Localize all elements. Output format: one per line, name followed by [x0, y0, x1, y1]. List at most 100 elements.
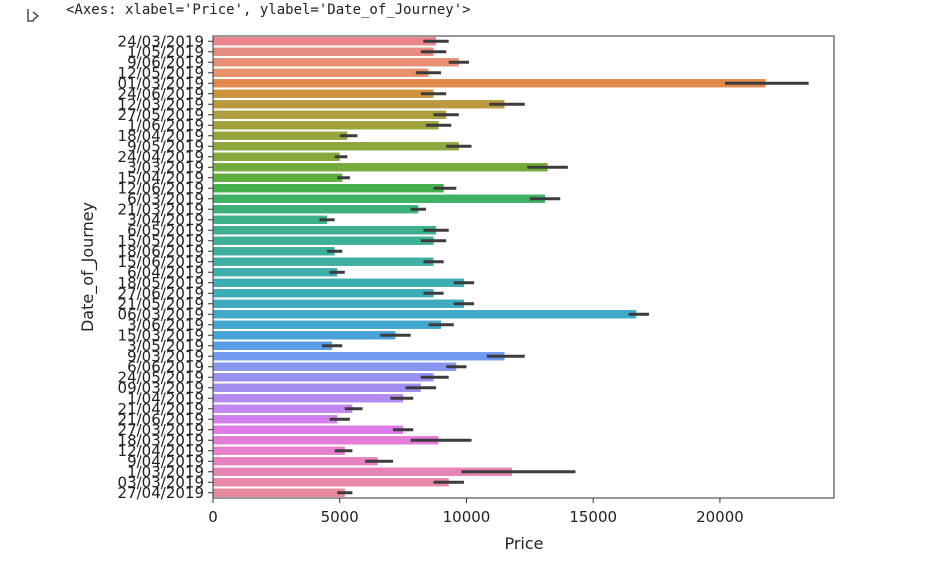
plot-frame: [212, 35, 835, 499]
bar: [213, 383, 421, 392]
x-tick-label: 5000: [321, 508, 359, 526]
bar: [213, 278, 464, 287]
bar: [213, 89, 434, 98]
bar: [213, 257, 434, 266]
bar: [213, 68, 429, 77]
bar: [213, 79, 766, 88]
y-axis-label: Date_of_Journey: [78, 202, 98, 332]
y-ticks: 24/03/20191/05/20199/06/201912/05/201901…: [118, 32, 213, 502]
y-tick-label: 27/03/2019: [118, 421, 204, 439]
bar: [213, 131, 348, 140]
bar: [213, 226, 437, 235]
y-tick-label: 9/04/2019: [127, 452, 204, 470]
bar: [213, 436, 439, 445]
output-arrow-icon[interactable]: [24, 6, 44, 26]
y-tick-label: 6/04/2019: [127, 263, 204, 281]
y-tick-label: 27/06/2019: [118, 284, 204, 302]
bar: [213, 268, 338, 277]
y-tick-label: 24/03/2019: [118, 32, 204, 50]
bar: [213, 425, 404, 434]
bar: [213, 404, 353, 413]
y-tick-label: 21/04/2019: [118, 400, 204, 418]
bar: [213, 415, 338, 424]
y-tick-label: 9/05/2019: [127, 137, 204, 155]
y-tick-label: 06/03/2019: [118, 305, 204, 323]
y-tick-label: 12/03/2019: [118, 95, 204, 113]
y-tick-label: 18/05/2019: [118, 274, 204, 292]
bar: [213, 341, 333, 350]
bar: [213, 457, 378, 466]
bar: [213, 163, 548, 172]
y-tick-label: 01/03/2019: [118, 74, 204, 92]
y-tick-label: 3/04/2019: [127, 211, 204, 229]
bar: [213, 215, 328, 224]
y-tick-label: 09/03/2019: [118, 379, 204, 397]
y-tick-label: 27/04/2019: [118, 484, 204, 502]
y-tick-label: 18/03/2019: [118, 431, 204, 449]
y-tick-label: 9/03/2019: [127, 347, 204, 365]
y-tick-label: 3/06/2019: [127, 316, 204, 334]
bar: [213, 488, 345, 497]
y-tick-label: 6/05/2019: [127, 221, 204, 239]
bar: [213, 152, 340, 161]
y-tick-label: 15/03/2019: [118, 326, 204, 344]
y-tick-label: 1/06/2019: [127, 116, 204, 134]
y-tick-label: 24/06/2019: [118, 85, 204, 103]
error-bars-layer: [319, 39, 809, 495]
y-tick-label: 9/06/2019: [127, 53, 204, 71]
y-tick-label: 1/04/2019: [127, 389, 204, 407]
bar: [213, 184, 444, 193]
bar: [213, 121, 439, 130]
y-tick-label: 3/05/2019: [127, 337, 204, 355]
bar: [213, 394, 404, 403]
y-tick-label: 1/03/2019: [127, 463, 204, 481]
bar: [213, 299, 464, 308]
y-tick-label: 3/03/2019: [127, 158, 204, 176]
x-tick-label: 0: [208, 508, 218, 526]
y-tick-label: 21/06/2019: [118, 410, 204, 428]
bar: [213, 205, 419, 214]
y-tick-label: 18/06/2019: [118, 242, 204, 260]
y-tick-label: 27/05/2019: [118, 106, 204, 124]
x-tick-label: 10000: [443, 508, 491, 526]
bar: [213, 58, 459, 67]
bar: [213, 173, 343, 182]
bar: [213, 142, 459, 151]
y-tick-label: 21/05/2019: [118, 295, 204, 313]
bar: [213, 467, 513, 476]
y-tick-label: 12/04/2019: [118, 442, 204, 460]
y-tick-label: 6/03/2019: [127, 190, 204, 208]
bar: [213, 478, 449, 487]
bar: [213, 331, 396, 340]
bar: [213, 47, 434, 56]
x-axis-label: Price: [504, 534, 543, 553]
bar: [213, 194, 546, 203]
bar: [213, 362, 457, 371]
bar: [213, 236, 434, 245]
bar: [213, 373, 434, 382]
y-tick-label: 18/04/2019: [118, 127, 204, 145]
bar: [213, 310, 637, 319]
y-tick-label: 24/05/2019: [118, 368, 204, 386]
y-tick-label: 15/05/2019: [118, 232, 204, 250]
bar: [213, 320, 442, 329]
bar: [213, 446, 345, 455]
bar: [213, 247, 335, 256]
y-tick-label: 1/05/2019: [127, 43, 204, 61]
bar: [213, 289, 434, 298]
y-tick-label: 15/06/2019: [118, 253, 204, 271]
bar: [213, 352, 505, 361]
y-tick-label: 21/03/2019: [118, 200, 204, 218]
y-tick-label: 24/04/2019: [118, 148, 204, 166]
cell-output-text: <Axes: xlabel='Price', ylabel='Date_of_J…: [66, 2, 471, 18]
bars-layer: [213, 37, 766, 497]
x-ticks: 0 5000 10000 15000 20000: [208, 498, 744, 526]
x-tick-label: 20000: [696, 508, 744, 526]
y-tick-label: 12/06/2019: [118, 179, 204, 197]
y-tick-label: 03/03/2019: [118, 473, 204, 491]
bar: [213, 100, 505, 109]
bar: [213, 110, 447, 119]
bar: [213, 37, 437, 46]
x-tick-label: 15000: [569, 508, 617, 526]
